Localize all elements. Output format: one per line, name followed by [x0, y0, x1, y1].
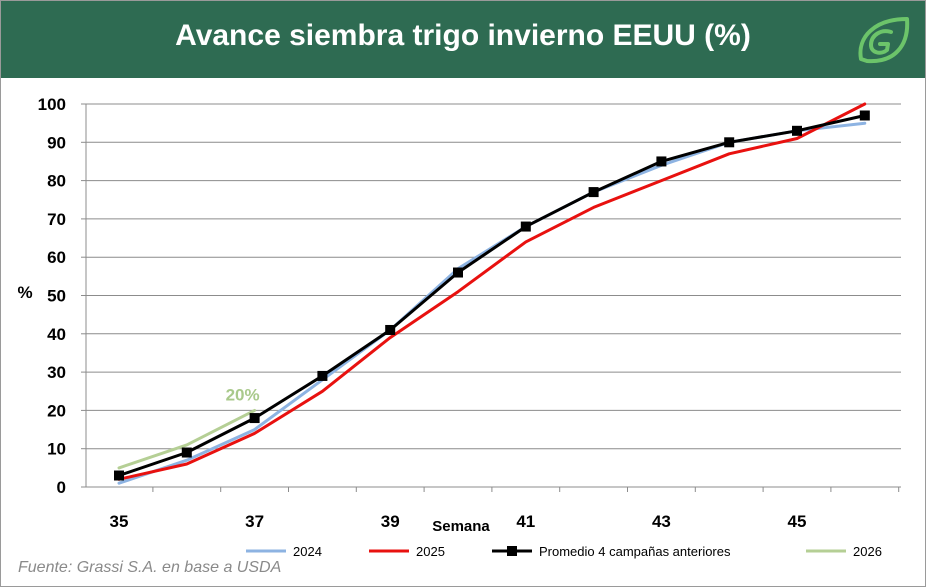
x-axis-label: Semana — [432, 518, 490, 535]
legend-label: 2026 — [853, 544, 882, 559]
title-banner: Avance siembra trigo invierno EEUU (%) — [1, 1, 925, 78]
axes — [81, 103, 901, 492]
annotation-label: 20% — [226, 385, 260, 404]
data-point-marker — [588, 187, 599, 198]
y-tick-label: 60 — [47, 248, 66, 267]
gridlines — [86, 103, 901, 450]
legend-marker — [507, 546, 517, 556]
source-note: Fuente: Grassi S.A. en base a USDA — [18, 559, 282, 576]
data-point-marker — [656, 156, 667, 167]
y-tick-label: 30 — [47, 363, 66, 382]
y-tick-label: 100 — [38, 95, 66, 114]
grassi-logo — [858, 17, 910, 64]
series-line-2026 — [117, 408, 257, 470]
y-tick-label: 40 — [47, 325, 66, 344]
y-tick-label: 20 — [47, 401, 66, 420]
x-tick-label: 39 — [381, 512, 400, 531]
y-tick-label: 90 — [47, 133, 66, 152]
annotations: 20% — [226, 385, 260, 404]
leaf-g-mark — [869, 29, 893, 55]
y-tick-label: 0 — [57, 478, 66, 497]
data-point-marker — [792, 125, 802, 136]
x-tick-label: 37 — [245, 512, 264, 531]
chart-title: Avance siembra trigo invierno EEUU (%) — [175, 19, 751, 52]
x-tick-label: 45 — [788, 512, 807, 531]
legend-label: Promedio 4 campañas anteriores — [539, 544, 731, 559]
data-point-marker — [859, 110, 870, 121]
data-point-marker — [317, 370, 328, 381]
leaf-shape — [858, 17, 910, 64]
x-tick-label: 35 — [110, 512, 129, 531]
series-line-promedio-4-campa-as-anteriores — [117, 114, 867, 477]
data-point-marker — [114, 470, 124, 481]
legend-label: 2025 — [416, 544, 445, 559]
y-axis-label: % — [17, 283, 32, 302]
x-tick-labels: 35 37 39 41 43 45 — [110, 512, 807, 531]
data-point-marker — [520, 221, 531, 232]
data-point-marker — [181, 447, 192, 458]
data-point-marker — [724, 137, 735, 148]
series-lines — [117, 102, 867, 485]
legend: 2024 2025 Promedio 4 campañas anteriores 20… — [246, 544, 882, 559]
series-markers — [114, 110, 870, 481]
series-line-2025 — [117, 102, 867, 481]
y-tick-label: 70 — [47, 210, 66, 229]
data-point-marker — [453, 267, 463, 278]
y-tick-label: 80 — [47, 172, 66, 191]
legend-label: 2024 — [293, 544, 322, 559]
data-point-marker — [249, 413, 260, 424]
y-tick-labels: 0 10 20 30 40 50 60 70 80 90 100 — [38, 95, 66, 497]
x-tick-label: 43 — [652, 512, 671, 531]
x-tick-label: 41 — [516, 512, 535, 531]
data-point-marker — [385, 324, 396, 335]
y-tick-label: 50 — [47, 287, 66, 306]
y-tick-label: 10 — [47, 440, 66, 459]
